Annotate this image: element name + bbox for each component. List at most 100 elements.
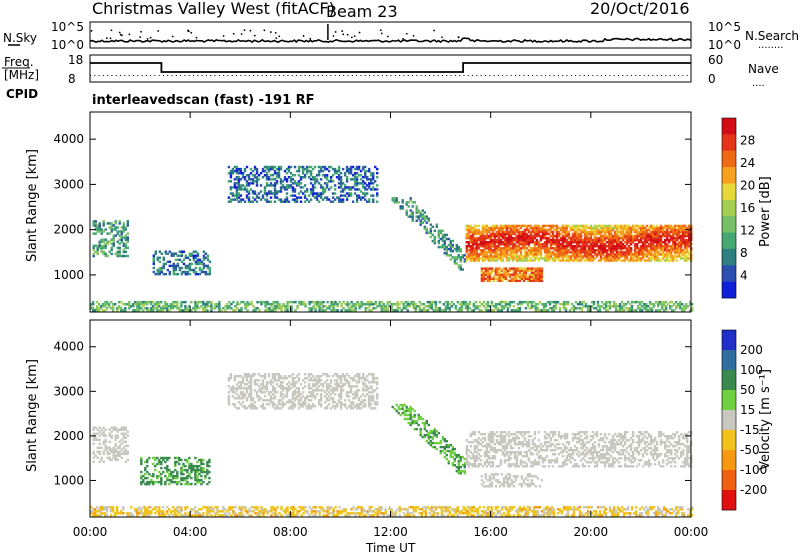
echo-cell xyxy=(247,182,251,185)
echo-cell xyxy=(516,267,520,270)
echo-cell xyxy=(281,405,285,408)
echo-cell xyxy=(554,303,558,306)
echo-cell xyxy=(196,300,199,304)
echo-cell xyxy=(114,438,117,442)
echo-cell xyxy=(313,178,317,181)
echo-cell xyxy=(202,468,205,472)
echo-cell xyxy=(301,391,305,394)
echo-cell xyxy=(621,228,625,232)
echo-cell xyxy=(249,200,253,203)
echo-cell xyxy=(637,238,641,242)
echo-cell xyxy=(110,436,113,440)
echo-cell xyxy=(558,303,562,306)
echo-cell xyxy=(247,196,251,199)
echo-cell xyxy=(297,395,301,398)
echo-cell xyxy=(100,428,103,431)
echo-cell xyxy=(609,253,613,256)
echo-cell xyxy=(678,236,681,240)
echo-cell xyxy=(160,476,163,480)
echo-cell xyxy=(152,462,155,466)
echo-cell xyxy=(331,405,335,408)
echo-cell xyxy=(501,249,505,252)
echo-cell xyxy=(516,279,520,283)
echo-cell xyxy=(513,243,517,246)
echo-cell xyxy=(672,230,675,234)
echo-cell xyxy=(412,305,415,308)
echo-cell xyxy=(649,259,653,262)
echo-cell xyxy=(275,379,279,382)
colorbar-tick-label: 20 xyxy=(740,179,755,193)
echo-cell xyxy=(581,228,585,232)
echo-cell xyxy=(458,303,461,306)
echo-cell xyxy=(329,389,333,392)
echo-cell xyxy=(683,307,686,310)
echo-cell xyxy=(684,247,687,250)
echo-cell xyxy=(305,407,309,410)
echo-cell xyxy=(326,307,329,310)
echo-cell xyxy=(280,309,283,312)
echo-cell xyxy=(192,250,196,253)
echo-cell xyxy=(309,377,313,380)
echo-cell xyxy=(670,247,673,250)
echo-cell xyxy=(527,234,531,238)
echo-cell xyxy=(176,460,179,464)
echo-cell xyxy=(237,192,241,195)
echo-cell xyxy=(536,307,540,310)
echo-cell xyxy=(530,307,534,310)
echo-cell xyxy=(180,254,184,257)
echo-cell xyxy=(237,178,241,181)
echo-cell xyxy=(599,228,603,232)
echo-cell xyxy=(523,224,527,228)
echo-cell xyxy=(162,258,165,262)
echo-cell xyxy=(618,309,622,312)
echo-cell xyxy=(98,438,101,442)
echo-cell xyxy=(445,254,448,257)
echo-cell xyxy=(603,255,607,258)
echo-cell xyxy=(297,401,301,404)
echo-cell xyxy=(680,247,683,250)
colorbar-tick-label: 8 xyxy=(740,246,748,260)
nave-point xyxy=(622,75,624,76)
echo-cell xyxy=(593,238,597,242)
echo-cell xyxy=(263,169,267,173)
echo-cell xyxy=(108,428,111,431)
echo-cell xyxy=(483,249,487,252)
echo-cell xyxy=(335,373,339,376)
nsearch-points xyxy=(90,24,460,40)
echo-cell xyxy=(457,266,460,269)
echo-cell xyxy=(256,307,259,310)
echo-cell xyxy=(527,245,531,248)
echo-cell xyxy=(481,228,485,232)
echo-cell xyxy=(469,247,472,250)
echo-cell xyxy=(406,309,409,312)
echo-cell xyxy=(194,266,198,270)
echo-cell xyxy=(180,470,183,474)
echo-cell xyxy=(505,247,509,250)
echo-cell xyxy=(245,377,249,380)
echo-cell xyxy=(110,230,113,233)
echo-cell xyxy=(487,236,491,240)
echo-cell xyxy=(555,243,559,246)
echo-cell xyxy=(477,243,480,246)
echo-cell xyxy=(337,395,341,398)
echo-cell xyxy=(293,405,297,408)
echo-cell xyxy=(633,255,637,258)
echo-cell xyxy=(229,176,233,179)
echo-cell xyxy=(649,234,653,238)
echo-cell xyxy=(120,448,123,452)
echo-cell xyxy=(194,260,198,264)
echo-cell xyxy=(682,224,685,228)
echo-cell xyxy=(273,403,277,406)
echo-cell xyxy=(343,399,347,402)
echo-cell xyxy=(273,192,277,195)
echo-cell xyxy=(200,482,203,486)
echo-cell xyxy=(595,245,599,248)
echo-cell xyxy=(192,254,196,257)
echo-cell xyxy=(645,230,649,234)
echo-cell xyxy=(547,224,551,228)
echo-cell xyxy=(525,241,529,244)
echo-cell xyxy=(273,387,277,390)
echo-cell xyxy=(533,224,537,228)
echo-cell xyxy=(178,268,181,272)
echo-cell xyxy=(335,403,339,406)
